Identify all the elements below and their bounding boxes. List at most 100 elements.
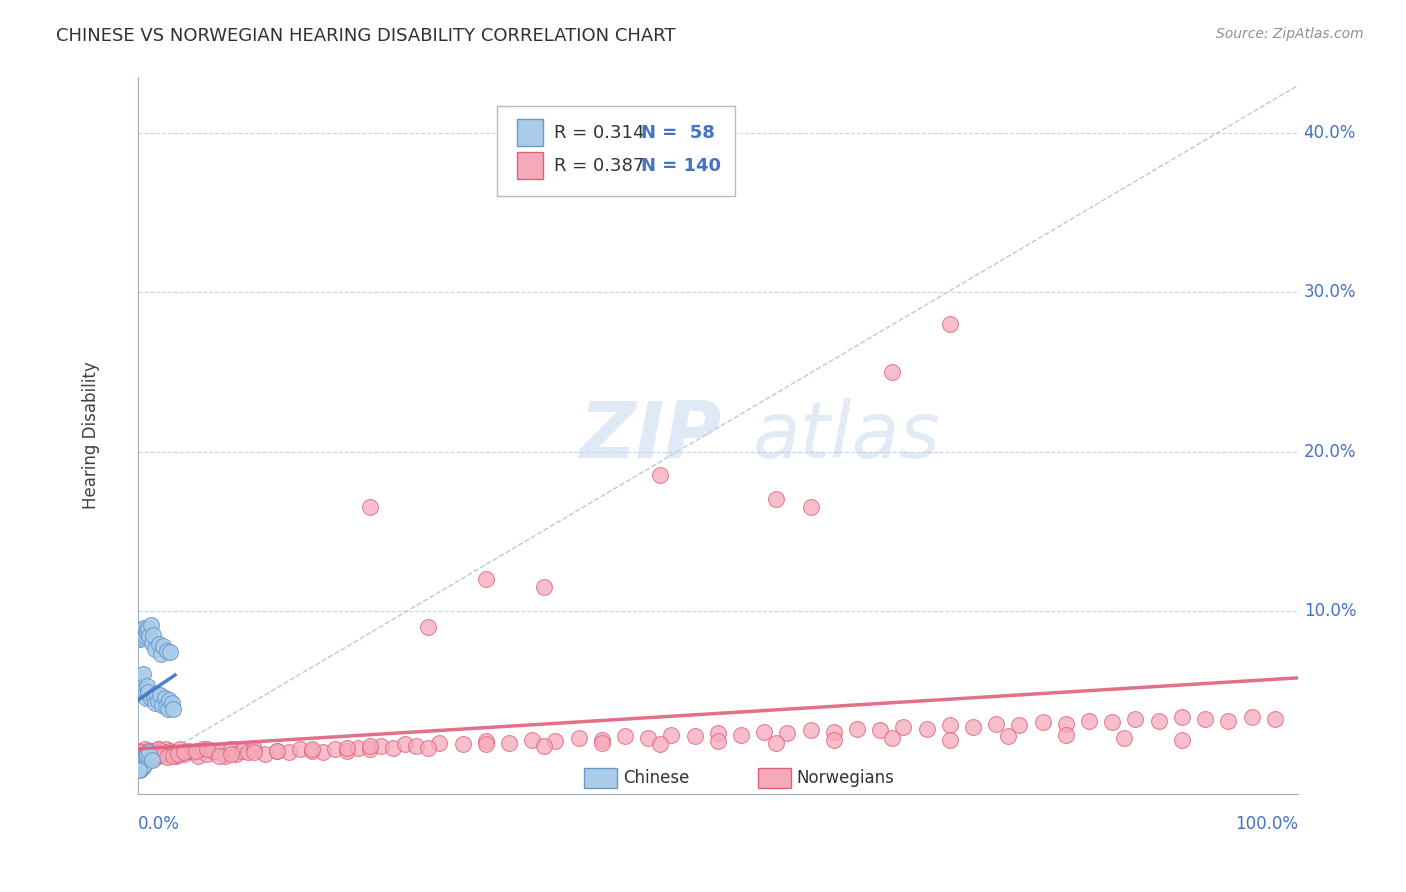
- Point: [132, 748, 155, 763]
- Point: [915, 722, 938, 736]
- Point: [143, 747, 166, 761]
- Point: [191, 742, 214, 756]
- Point: [475, 738, 498, 752]
- Point: [131, 746, 153, 760]
- Point: [880, 731, 903, 745]
- Point: [648, 738, 671, 752]
- Point: [129, 632, 152, 647]
- Point: [129, 763, 152, 777]
- Point: [148, 637, 170, 651]
- Point: [683, 730, 706, 744]
- Point: [183, 746, 205, 760]
- Text: Hearing Disability: Hearing Disability: [83, 362, 100, 509]
- Text: N = 140: N = 140: [641, 157, 721, 175]
- Point: [135, 748, 157, 763]
- Point: [136, 685, 159, 699]
- Point: [765, 492, 787, 507]
- Point: [134, 629, 156, 643]
- Point: [208, 746, 231, 760]
- Point: [157, 747, 180, 761]
- Point: [661, 728, 683, 742]
- FancyBboxPatch shape: [498, 106, 735, 195]
- Point: [146, 694, 169, 708]
- Point: [869, 723, 891, 738]
- Point: [139, 748, 162, 763]
- Point: [707, 734, 730, 748]
- Point: [135, 624, 157, 639]
- Point: [347, 740, 370, 755]
- Point: [823, 724, 845, 739]
- Point: [153, 691, 176, 706]
- Point: [145, 686, 167, 700]
- Text: 40.0%: 40.0%: [1303, 124, 1355, 142]
- Point: [138, 750, 160, 764]
- Point: [150, 647, 173, 661]
- Point: [128, 758, 150, 772]
- Point: [129, 624, 152, 639]
- Point: [939, 317, 962, 331]
- Point: [1078, 714, 1101, 728]
- Point: [152, 746, 174, 760]
- Point: [132, 752, 155, 766]
- Point: [134, 686, 156, 700]
- Point: [150, 744, 173, 758]
- Point: [522, 732, 544, 747]
- Point: [219, 747, 242, 761]
- Point: [231, 744, 253, 758]
- Point: [800, 500, 823, 515]
- Point: [1032, 715, 1054, 730]
- Point: [139, 750, 162, 764]
- Point: [128, 747, 150, 761]
- Point: [131, 752, 153, 766]
- Point: [202, 744, 225, 758]
- Point: [730, 728, 752, 742]
- Point: [707, 726, 730, 740]
- Point: [145, 746, 167, 760]
- Text: 100.0%: 100.0%: [1234, 815, 1298, 833]
- Point: [266, 744, 288, 758]
- Point: [143, 642, 166, 657]
- Point: [498, 736, 520, 750]
- Text: ZIP: ZIP: [579, 398, 721, 474]
- Point: [475, 572, 498, 586]
- Point: [184, 744, 207, 758]
- Point: [533, 580, 555, 594]
- Point: [129, 753, 152, 767]
- Point: [336, 740, 359, 755]
- Point: [142, 627, 165, 641]
- Point: [128, 763, 150, 777]
- Point: [142, 752, 165, 766]
- Point: [1054, 716, 1077, 731]
- Point: [167, 747, 190, 761]
- Point: [143, 750, 166, 764]
- Text: R = 0.387: R = 0.387: [554, 157, 645, 175]
- Point: [475, 734, 498, 748]
- Point: [157, 702, 180, 716]
- Point: [131, 626, 153, 640]
- Point: [1171, 732, 1194, 747]
- Point: [277, 746, 299, 760]
- Point: [149, 688, 172, 702]
- Point: [177, 744, 200, 758]
- Point: [394, 738, 416, 752]
- Text: 0.0%: 0.0%: [138, 815, 180, 833]
- Point: [138, 629, 160, 643]
- Point: [225, 747, 247, 761]
- Text: R = 0.314: R = 0.314: [554, 124, 645, 142]
- Point: [370, 739, 392, 753]
- Point: [1264, 712, 1286, 726]
- Point: [614, 730, 637, 744]
- Point: [776, 726, 799, 740]
- Point: [128, 675, 150, 690]
- Point: [157, 693, 180, 707]
- Point: [754, 724, 776, 739]
- Point: [132, 758, 155, 772]
- Point: [290, 742, 312, 756]
- Point: [160, 696, 183, 710]
- Point: [648, 468, 671, 483]
- Point: [405, 739, 427, 753]
- Point: [129, 756, 152, 771]
- Point: [591, 732, 613, 747]
- Point: [800, 723, 823, 738]
- Text: Chinese: Chinese: [623, 769, 689, 787]
